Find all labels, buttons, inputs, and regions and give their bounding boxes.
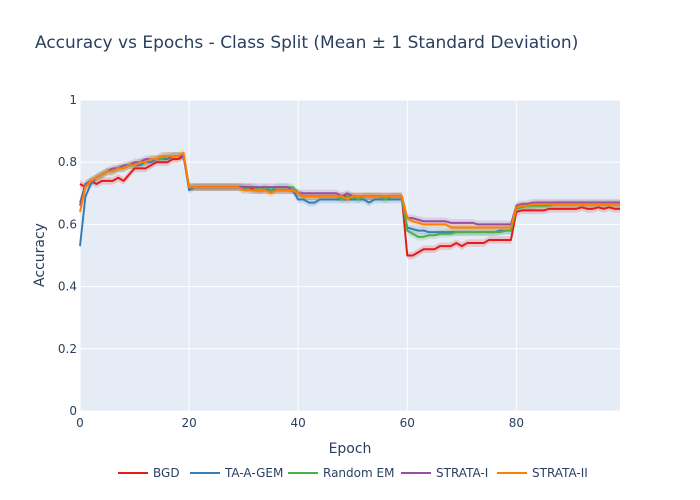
legend-label: STRATA-I [436, 466, 488, 480]
x-axis-ticks: 0 20 40 60 80 [76, 416, 524, 430]
chart-title: Accuracy vs Epochs - Class Split (Mean ±… [35, 33, 579, 53]
series-lines [79, 151, 620, 257]
legend-item[interactable]: STRATA-I [401, 466, 488, 480]
legend-label: Random EM [323, 466, 394, 480]
legend-item[interactable]: TA-A-GEM [190, 466, 283, 480]
legend-label: TA-A-GEM [224, 466, 283, 480]
legend-item[interactable]: STRATA-II [497, 466, 588, 480]
plot-background [80, 100, 620, 411]
legend-label: STRATA-II [532, 466, 588, 480]
x-tick-label: 20 [181, 416, 196, 430]
std-band-1 [80, 152, 620, 250]
x-tick-label: 40 [291, 416, 306, 430]
legend-item[interactable]: BGD [118, 466, 180, 480]
legend: BGD TA-A-GEM Random EM STRATA-I STRATA-II [118, 466, 588, 480]
y-tick-label: 1 [69, 93, 77, 107]
std-band-3 [80, 152, 620, 229]
x-tick-label: 0 [76, 416, 84, 430]
y-axis-title: Accuracy [32, 223, 48, 287]
legend-label: BGD [153, 466, 180, 480]
y-tick-label: 0.2 [58, 342, 77, 356]
x-tick-label: 80 [509, 416, 524, 430]
y-tick-label: 0 [69, 404, 77, 418]
x-axis-title: Epoch [329, 441, 372, 457]
y-tick-label: 0.8 [58, 155, 77, 169]
y-tick-label: 0.6 [58, 217, 77, 231]
series-line-4 [79, 151, 620, 229]
y-tick-label: 0.4 [58, 280, 77, 294]
legend-item[interactable]: Random EM [288, 466, 394, 480]
y-axis-ticks: 0 0.2 0.4 0.6 0.8 1 [58, 93, 77, 418]
x-tick-label: 60 [400, 416, 415, 430]
